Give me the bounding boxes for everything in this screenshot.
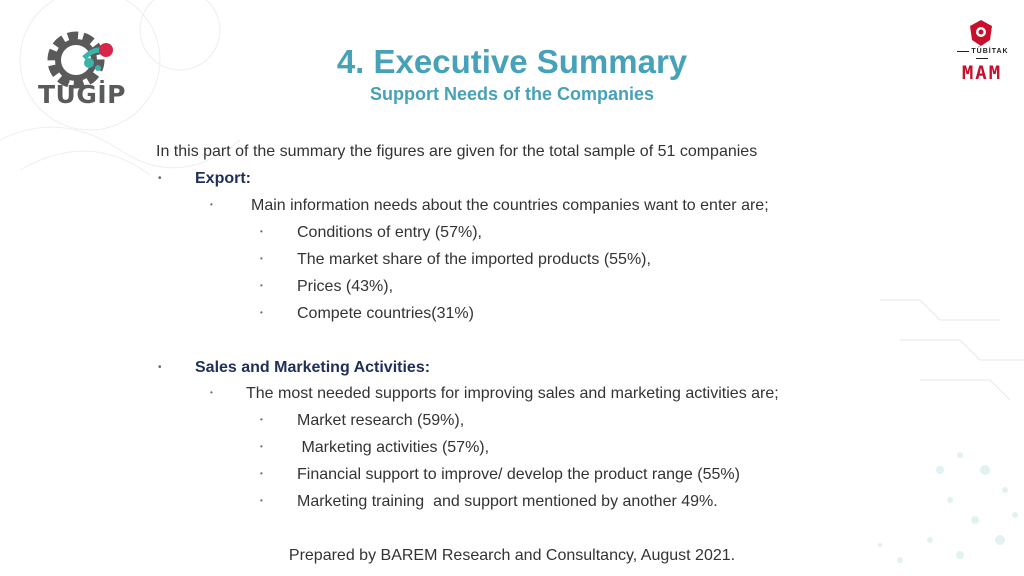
tugip-logo-text: TÜGİP <box>38 80 126 109</box>
bullet-icon: • <box>260 469 263 478</box>
tubitak-mam-logo: TÜBİTAK MAM <box>950 18 1014 98</box>
bullet-icon: • <box>210 388 213 397</box>
list-item: Marketing activities (57%), <box>297 439 490 456</box>
page-title: 4. Executive Summary <box>336 43 688 80</box>
intro-text: In this part of the summary the figures … <box>156 143 758 160</box>
footer-credit: Prepared by BAREM Research and Consultan… <box>288 547 736 564</box>
bullet-icon: • <box>260 415 263 424</box>
section-heading-sales-marketing: Sales and Marketing Activities: <box>195 359 431 376</box>
list-item: Conditions of entry (57%), <box>297 224 482 241</box>
bullet-icon: • <box>260 281 263 290</box>
list-item: Marketing training and support mentioned… <box>297 493 718 510</box>
list-item: The market share of the imported product… <box>297 251 651 268</box>
bullet-icon: • <box>260 442 263 451</box>
bullet-icon: • <box>210 200 213 209</box>
list-item: Prices (43%), <box>297 278 394 295</box>
section-heading-export: Export: <box>195 170 251 187</box>
list-item: Compete countries(31%) <box>297 305 474 322</box>
section-sub-sales-marketing: The most needed supports for improving s… <box>246 385 779 402</box>
bullet-icon: • <box>158 362 162 373</box>
list-item: Financial support to improve/ develop th… <box>297 466 740 483</box>
gear-logo-icon <box>47 31 113 89</box>
section-sub-export: Main information needs about the countri… <box>251 197 769 214</box>
list-item: Market research (59%), <box>297 412 465 429</box>
bullet-icon: • <box>260 496 263 505</box>
bullet-icon: • <box>260 308 263 317</box>
bullet-icon: • <box>158 173 162 184</box>
page-subtitle: Support Needs of the Companies <box>369 84 655 104</box>
bullet-icon: • <box>260 254 263 263</box>
mam-label: MAM <box>961 62 1003 84</box>
tubitak-seal-icon <box>970 20 992 46</box>
tubitak-label: TÜBİTAK <box>950 48 1014 62</box>
bullet-icon: • <box>260 227 263 236</box>
